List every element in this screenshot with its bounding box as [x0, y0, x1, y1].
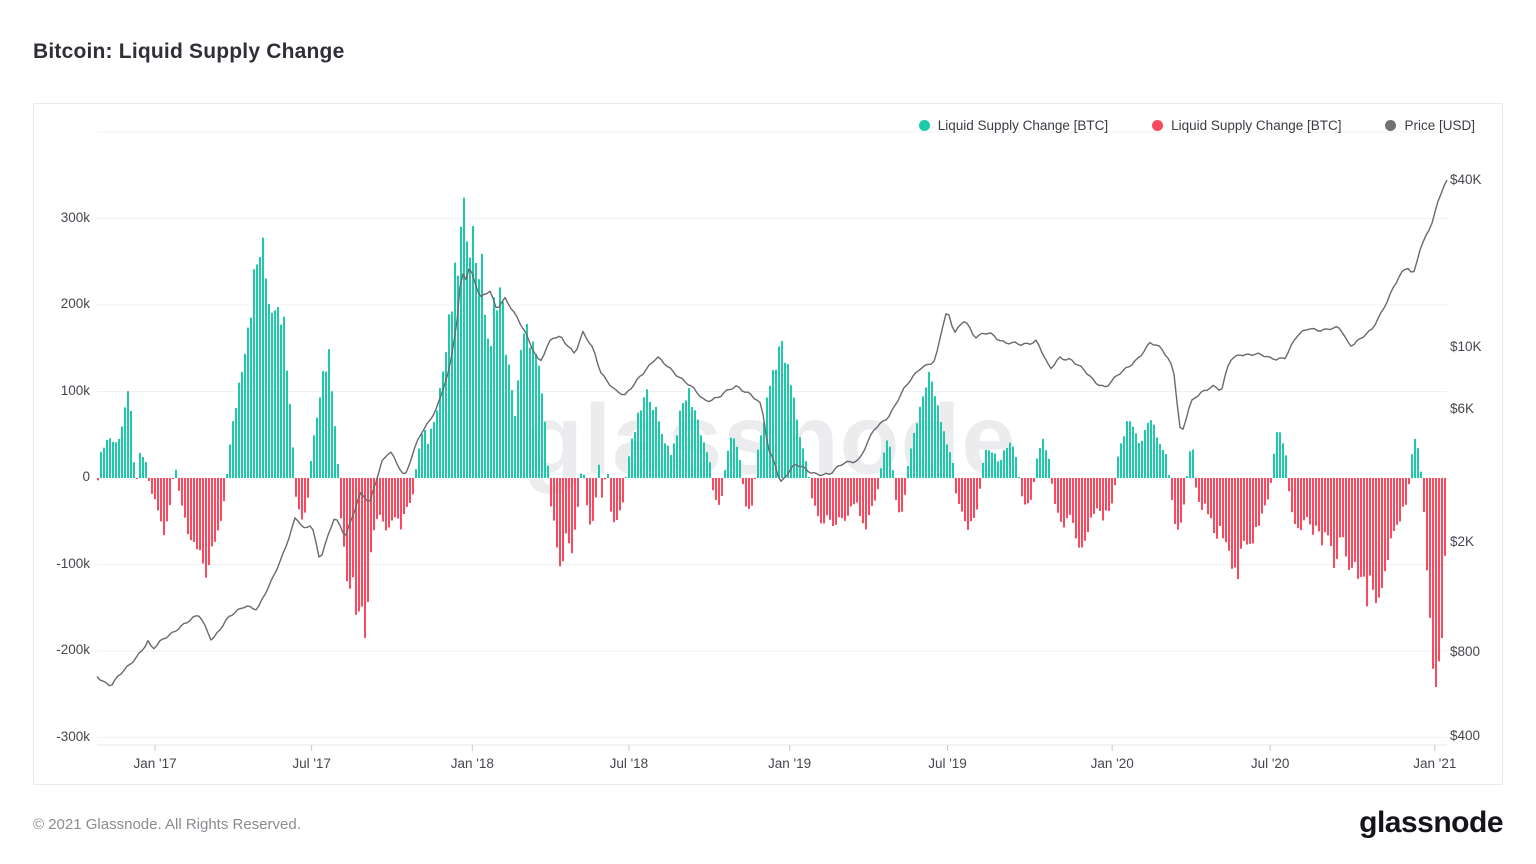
legend-item-2[interactable]: Price [USD]	[1385, 118, 1475, 133]
footer-copyright: © 2021 Glassnode. All Rights Reserved.	[33, 816, 301, 833]
right-axis-label: $40K	[1450, 172, 1482, 187]
x-tick-label: Jan '20	[1090, 756, 1134, 771]
x-tick-label: Jan '21	[1413, 756, 1457, 771]
left-axis-label: 0	[82, 469, 90, 484]
right-axis-label: $2K	[1450, 533, 1475, 549]
legend: Liquid Supply Change [BTC] Liquid Supply …	[918, 118, 1475, 133]
left-axis-label: 100k	[60, 382, 90, 398]
page-title: Bitcoin: Liquid Supply Change	[33, 40, 345, 63]
right-axis-label: $800	[1450, 644, 1481, 660]
left-axis-label: 200k	[60, 296, 90, 311]
left-axis-label: -100k	[56, 555, 90, 571]
legend-label: Liquid Supply Change [BTC]	[1171, 118, 1342, 133]
right-axis-label: $6K	[1450, 400, 1475, 416]
x-tick-label: Jan '18	[450, 756, 494, 771]
legend-item-0[interactable]: Liquid Supply Change [BTC]	[918, 118, 1109, 133]
left-axis-label: -300k	[56, 728, 90, 744]
x-tick-label: Jan '17	[133, 756, 177, 771]
legend-dot-icon	[1385, 120, 1397, 131]
left-axis-label: -200k	[56, 642, 90, 657]
x-tick-label: Jul '19	[928, 756, 967, 771]
legend-dot-icon	[918, 120, 930, 131]
legend-item-1[interactable]: Liquid Supply Change [BTC]	[1152, 118, 1341, 133]
legend-label: Price [USD]	[1404, 118, 1475, 133]
legend-dot-icon	[1152, 120, 1164, 131]
x-tick-label: Jul '18	[609, 756, 649, 771]
legend-label: Liquid Supply Change [BTC]	[937, 118, 1109, 133]
x-tick-label: Jul '17	[292, 756, 331, 771]
left-axis-label: 300k	[60, 209, 90, 225]
x-tick-label: Jul '20	[1250, 756, 1290, 771]
supply-change-bars[interactable]	[97, 197, 1446, 687]
right-axis-label: $400	[1450, 727, 1481, 743]
glassnode-logo: glassnode	[1359, 806, 1503, 839]
right-axis-label: $10K	[1450, 339, 1482, 355]
price-line[interactable]	[96, 179, 1448, 687]
x-tick-label: Jan '19	[767, 756, 812, 771]
